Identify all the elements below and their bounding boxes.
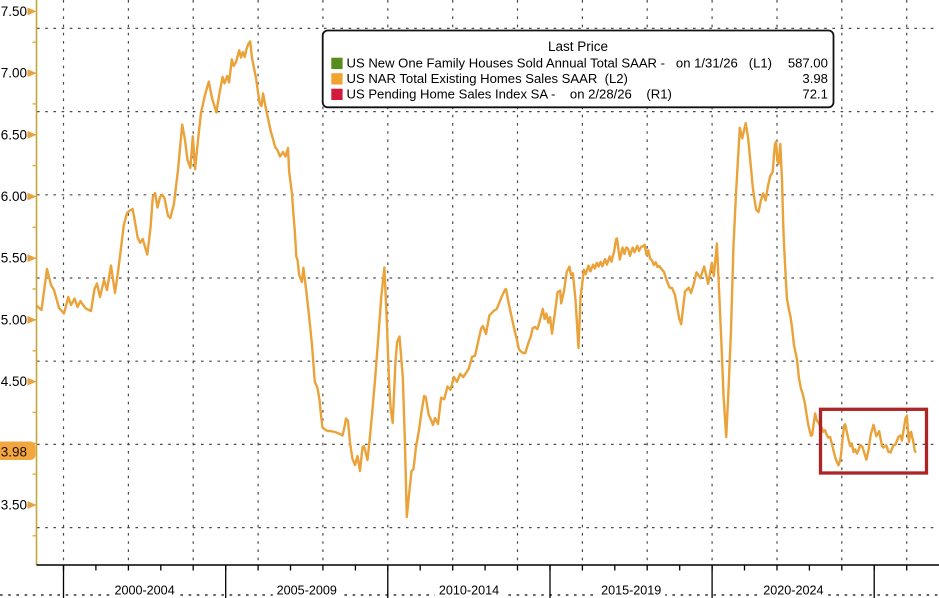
svg-text:7.00: 7.00 xyxy=(1,66,27,81)
svg-text:6.00: 6.00 xyxy=(1,189,27,204)
svg-text:US Pending Home Sales Index SA: US Pending Home Sales Index SA - on 2/28… xyxy=(347,87,672,102)
svg-text:5.00: 5.00 xyxy=(1,312,27,327)
svg-text:5.50: 5.50 xyxy=(1,251,27,266)
svg-text:72.1: 72.1 xyxy=(802,87,827,102)
svg-text:2015-2019: 2015-2019 xyxy=(601,584,661,598)
svg-text:Last Price: Last Price xyxy=(548,39,608,54)
svg-text:2020-2024: 2020-2024 xyxy=(763,584,823,598)
svg-text:2005-2009: 2005-2009 xyxy=(277,584,337,598)
svg-text:7.50: 7.50 xyxy=(1,4,27,19)
svg-text:3.50: 3.50 xyxy=(1,498,27,513)
svg-text:6.50: 6.50 xyxy=(1,127,27,142)
svg-text:US NAR Total Existing Homes Sa: US NAR Total Existing Homes Sales SAAR (… xyxy=(347,71,628,86)
svg-text:3.98: 3.98 xyxy=(802,71,827,86)
svg-text:587.00: 587.00 xyxy=(788,56,828,71)
svg-text:2000-2004: 2000-2004 xyxy=(114,584,174,598)
svg-text:2010-2014: 2010-2014 xyxy=(439,584,499,598)
svg-text:US New One Family Houses Sold: US New One Family Houses Sold Annual Tot… xyxy=(347,56,773,71)
svg-text:4.50: 4.50 xyxy=(1,374,27,389)
svg-text:3.98: 3.98 xyxy=(1,444,27,459)
